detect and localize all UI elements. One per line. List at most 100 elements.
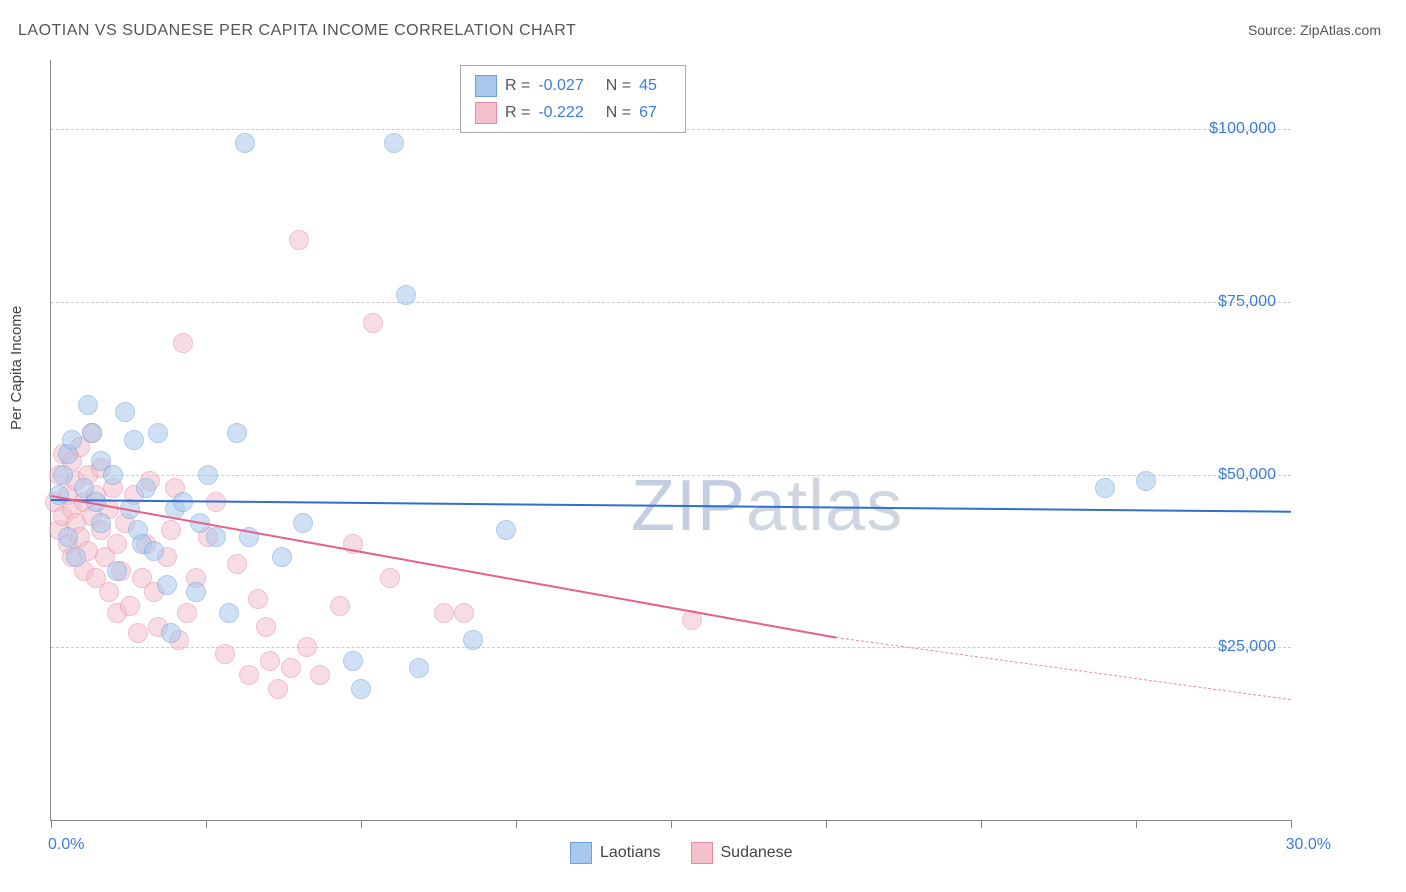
bottom-legend: Laotians Sudanese bbox=[570, 842, 793, 864]
data-point bbox=[1136, 471, 1156, 491]
data-point bbox=[144, 541, 164, 561]
data-point bbox=[310, 665, 330, 685]
y-axis-title: Per Capita Income bbox=[8, 306, 25, 430]
data-point bbox=[330, 596, 350, 616]
r-label: R = bbox=[505, 72, 530, 99]
data-point bbox=[496, 520, 516, 540]
y-tick-label: $100,000 bbox=[1209, 120, 1276, 138]
legend-item-laotians: Laotians bbox=[570, 842, 661, 864]
gridline bbox=[51, 647, 1291, 648]
data-point bbox=[53, 465, 73, 485]
r-label: R = bbox=[505, 99, 530, 126]
n-label: N = bbox=[606, 99, 631, 126]
legend-label-sudanese: Sudanese bbox=[721, 844, 793, 862]
x-tick bbox=[671, 820, 672, 828]
data-point bbox=[409, 658, 429, 678]
data-point bbox=[463, 630, 483, 650]
y-tick-label: $75,000 bbox=[1218, 293, 1276, 311]
data-point bbox=[120, 596, 140, 616]
source-name: ZipAtlas.com bbox=[1300, 22, 1381, 38]
x-tick bbox=[51, 820, 52, 828]
swatch-laotians bbox=[570, 842, 592, 864]
data-point bbox=[281, 658, 301, 678]
data-point bbox=[215, 644, 235, 664]
data-point bbox=[384, 133, 404, 153]
data-point bbox=[227, 554, 247, 574]
stats-row-laotians: R = -0.027 N = 45 bbox=[475, 72, 671, 99]
source-attribution: Source: ZipAtlas.com bbox=[1248, 22, 1381, 38]
data-point bbox=[206, 527, 226, 547]
data-point bbox=[148, 423, 168, 443]
data-point bbox=[343, 651, 363, 671]
data-point bbox=[363, 313, 383, 333]
data-point bbox=[66, 547, 86, 567]
chart-container: LAOTIAN VS SUDANESE PER CAPITA INCOME CO… bbox=[0, 0, 1406, 892]
data-point bbox=[136, 478, 156, 498]
data-point bbox=[434, 603, 454, 623]
r-value-laotians: -0.027 bbox=[538, 72, 583, 99]
data-point bbox=[177, 603, 197, 623]
data-point bbox=[396, 285, 416, 305]
data-point bbox=[58, 527, 78, 547]
x-axis-max-label: 30.0% bbox=[1286, 836, 1331, 854]
x-tick bbox=[1291, 820, 1292, 828]
data-point bbox=[235, 133, 255, 153]
stats-legend-box: R = -0.027 N = 45 R = -0.222 N = 67 bbox=[460, 65, 686, 133]
chart-title: LAOTIAN VS SUDANESE PER CAPITA INCOME CO… bbox=[18, 22, 576, 40]
data-point bbox=[103, 465, 123, 485]
data-point bbox=[289, 230, 309, 250]
data-point bbox=[297, 637, 317, 657]
data-point bbox=[161, 623, 181, 643]
data-point bbox=[128, 623, 148, 643]
n-value-laotians: 45 bbox=[639, 72, 657, 99]
data-point bbox=[107, 534, 127, 554]
legend-label-laotians: Laotians bbox=[600, 844, 661, 862]
gridline bbox=[51, 302, 1291, 303]
data-point bbox=[107, 561, 127, 581]
data-point bbox=[82, 423, 102, 443]
x-tick bbox=[826, 820, 827, 828]
data-point bbox=[227, 423, 247, 443]
data-point bbox=[124, 430, 144, 450]
gridline bbox=[51, 475, 1291, 476]
data-point bbox=[351, 679, 371, 699]
x-axis-min-label: 0.0% bbox=[48, 836, 84, 854]
data-point bbox=[260, 651, 280, 671]
x-tick bbox=[516, 820, 517, 828]
x-tick bbox=[981, 820, 982, 828]
n-label: N = bbox=[606, 72, 631, 99]
data-point bbox=[380, 568, 400, 588]
data-point bbox=[1095, 478, 1115, 498]
x-tick bbox=[361, 820, 362, 828]
data-point bbox=[99, 582, 119, 602]
data-point bbox=[62, 430, 82, 450]
swatch-sudanese bbox=[475, 102, 497, 124]
data-point bbox=[256, 617, 276, 637]
data-point bbox=[219, 603, 239, 623]
data-point bbox=[161, 520, 181, 540]
plot-area: ZIPatlas $25,000$50,000$75,000$100,000 bbox=[50, 60, 1291, 821]
source-label: Source: bbox=[1248, 22, 1296, 38]
stats-row-sudanese: R = -0.222 N = 67 bbox=[475, 99, 671, 126]
data-point bbox=[186, 582, 206, 602]
data-point bbox=[248, 589, 268, 609]
data-point bbox=[78, 395, 98, 415]
trend-line bbox=[51, 499, 1291, 513]
r-value-sudanese: -0.222 bbox=[538, 99, 583, 126]
data-point bbox=[293, 513, 313, 533]
data-point bbox=[272, 547, 292, 567]
y-tick-label: $50,000 bbox=[1218, 466, 1276, 484]
x-tick bbox=[1136, 820, 1137, 828]
data-point bbox=[268, 679, 288, 699]
n-value-sudanese: 67 bbox=[639, 99, 657, 126]
legend-item-sudanese: Sudanese bbox=[691, 842, 793, 864]
data-point bbox=[115, 402, 135, 422]
data-point bbox=[157, 575, 177, 595]
data-point bbox=[239, 665, 259, 685]
y-tick-label: $25,000 bbox=[1218, 638, 1276, 656]
data-point bbox=[173, 333, 193, 353]
swatch-sudanese bbox=[691, 842, 713, 864]
x-tick bbox=[206, 820, 207, 828]
data-point bbox=[198, 465, 218, 485]
swatch-laotians bbox=[475, 75, 497, 97]
